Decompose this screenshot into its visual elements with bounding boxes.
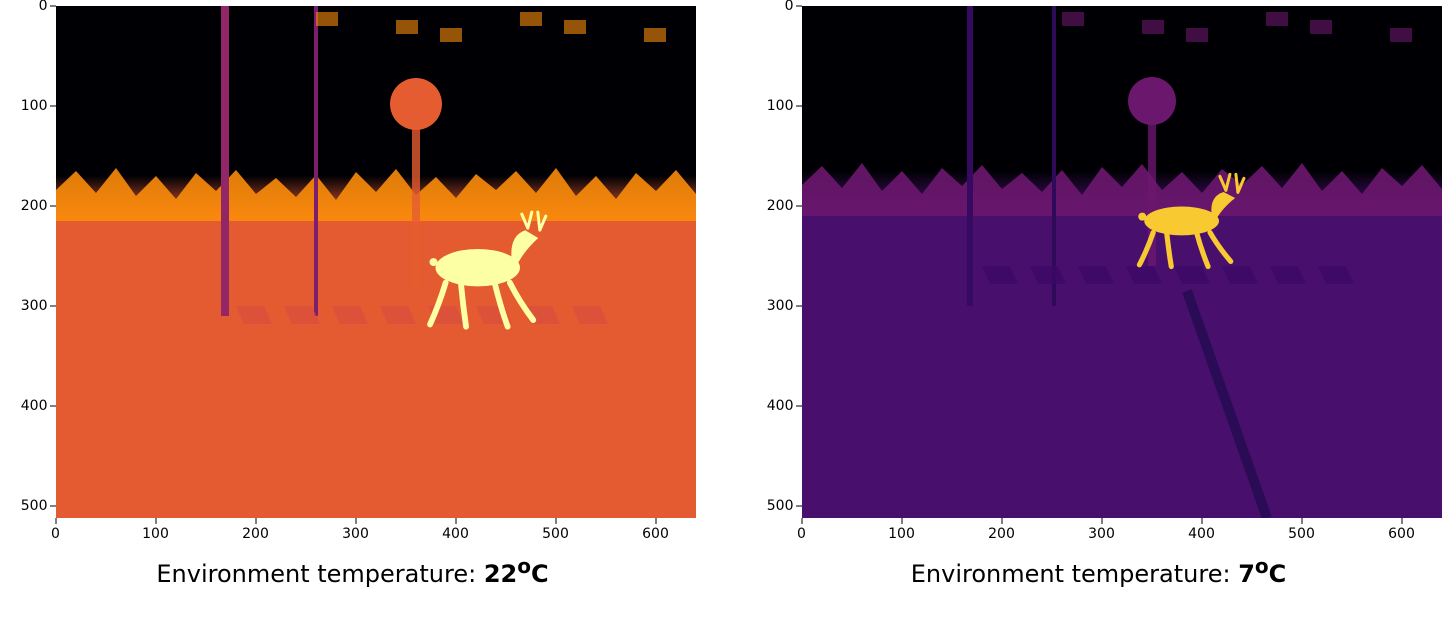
- caption-prefix: Environment temperature:: [911, 560, 1238, 588]
- tick-label: 0: [785, 0, 794, 14]
- subplot-left: 0100200300400500 0100200300400500600 Env…: [10, 6, 696, 588]
- tick-label: 300: [21, 298, 48, 314]
- caption-left: Environment temperature: 22oC: [156, 554, 548, 588]
- tick-label: 200: [988, 526, 1015, 542]
- tick-label: 100: [767, 98, 794, 114]
- xaxis-right: 0100200300400500600: [802, 518, 1442, 548]
- thermal-svg-right: [802, 6, 1442, 518]
- tick-label: 500: [542, 526, 569, 542]
- caption-value: 7: [1238, 560, 1255, 588]
- tick-mark: [801, 518, 802, 524]
- tick-label: 100: [142, 526, 169, 542]
- tick-label: 600: [642, 526, 669, 542]
- figure: 0 100 200 300 400 500 0 100 200 300 400 500 600 Env…: [0, 0, 1451, 588]
- tick-label: 100: [888, 526, 915, 542]
- tick-label: 200: [767, 198, 794, 214]
- yaxis-right: 0100200300400500: [756, 6, 802, 518]
- tick-label: 0: [51, 526, 60, 542]
- tick-label: 300: [767, 298, 794, 314]
- tick-mark: [555, 518, 556, 524]
- tick-label: 400: [767, 398, 794, 414]
- thermal-image-right: [802, 6, 1442, 518]
- caption-unit-c: C: [531, 560, 549, 588]
- tick-label: 400: [1188, 526, 1215, 542]
- tick-label: 600: [1388, 526, 1415, 542]
- tick-label: 400: [21, 398, 48, 414]
- axes-left: 0100200300400500 0100200300400500600: [10, 6, 696, 548]
- tick-label: 0: [797, 526, 806, 542]
- caption-prefix: Environment temperature:: [156, 560, 483, 588]
- tick-mark: [255, 518, 256, 524]
- tick-label: 500: [767, 498, 794, 514]
- thermal-image-left: [56, 6, 696, 518]
- thermal-svg-left: [56, 6, 696, 518]
- tick-mark: [1101, 518, 1102, 524]
- tick-mark: [1001, 518, 1002, 524]
- tick-label: 100: [21, 98, 48, 114]
- xaxis-left: 0100200300400500600: [56, 518, 696, 548]
- axes-right: 0100200300400500 0100200300400500600: [756, 6, 1442, 548]
- tick-label: 300: [342, 526, 369, 542]
- tick-label: 200: [21, 198, 48, 214]
- yaxis-left: 0100200300400500: [10, 6, 56, 518]
- tick-mark: [55, 518, 56, 524]
- tick-mark: [1301, 518, 1302, 524]
- caption-degree: o: [1255, 554, 1269, 578]
- subplot-right: 0100200300400500 0100200300400500600 Env…: [756, 6, 1442, 588]
- caption-value: 22: [484, 560, 517, 588]
- tick-label: 0: [39, 0, 48, 14]
- tick-mark: [1401, 518, 1402, 524]
- tick-mark: [1201, 518, 1202, 524]
- caption-degree: o: [517, 554, 531, 578]
- tick-mark: [155, 518, 156, 524]
- caption-right: Environment temperature: 7oC: [911, 554, 1287, 588]
- tick-label: 200: [242, 526, 269, 542]
- tick-mark: [355, 518, 356, 524]
- tick-label: 500: [1288, 526, 1315, 542]
- tick-label: 500: [21, 498, 48, 514]
- tick-mark: [901, 518, 902, 524]
- caption-unit-c: C: [1269, 560, 1287, 588]
- tick-label: 300: [1088, 526, 1115, 542]
- tick-label: 400: [442, 526, 469, 542]
- tick-mark: [655, 518, 656, 524]
- tick-mark: [455, 518, 456, 524]
